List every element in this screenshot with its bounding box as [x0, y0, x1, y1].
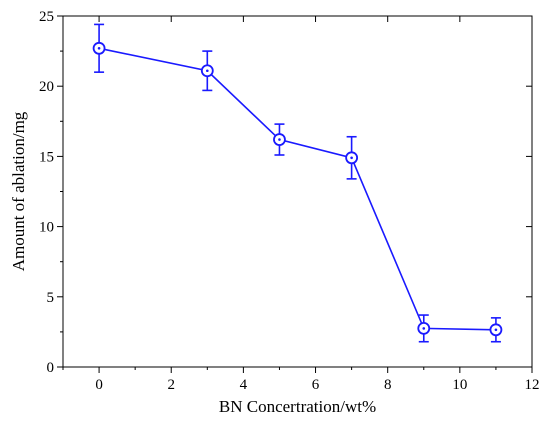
data-point [345, 151, 359, 165]
data-point [92, 41, 106, 55]
x-axis-title: BN Concertration/wt% [219, 397, 376, 416]
y-tick-label: 20 [39, 79, 54, 95]
data-point [200, 64, 214, 78]
x-tick-label: 4 [240, 377, 248, 393]
data-point [417, 321, 431, 335]
y-tick-label: 15 [39, 149, 54, 165]
axes [62, 15, 533, 368]
x-tick-label: 2 [167, 377, 175, 393]
x-tick-label: 0 [95, 377, 103, 393]
data-point-center [97, 46, 101, 50]
data-point [489, 323, 503, 337]
y-tick-label: 25 [39, 9, 54, 25]
data-point [273, 133, 286, 146]
x-tick-label: 12 [525, 377, 540, 393]
x-tick-label: 10 [452, 377, 467, 393]
plot-area [92, 23, 503, 343]
data-point-center [494, 328, 498, 332]
y-tick-label: 5 [47, 290, 55, 306]
y-tick-label: 0 [47, 360, 55, 376]
data-point-center [422, 327, 426, 330]
x-tick-label: 6 [312, 377, 320, 393]
data-point-center [206, 69, 209, 73]
series-line [98, 47, 496, 331]
y-axis-ticks: 0 5 10 15 20 25 [39, 9, 532, 376]
x-tick-label: 8 [384, 377, 392, 393]
data-point-center [350, 156, 353, 160]
plot-frame [62, 15, 533, 368]
data-point-center [278, 138, 281, 141]
x-axis-ticks: 0 2 4 6 8 10 12 [62, 16, 540, 393]
y-axis-title: Amount of ablation/mg [9, 111, 28, 271]
y-tick-label: 10 [39, 220, 54, 236]
